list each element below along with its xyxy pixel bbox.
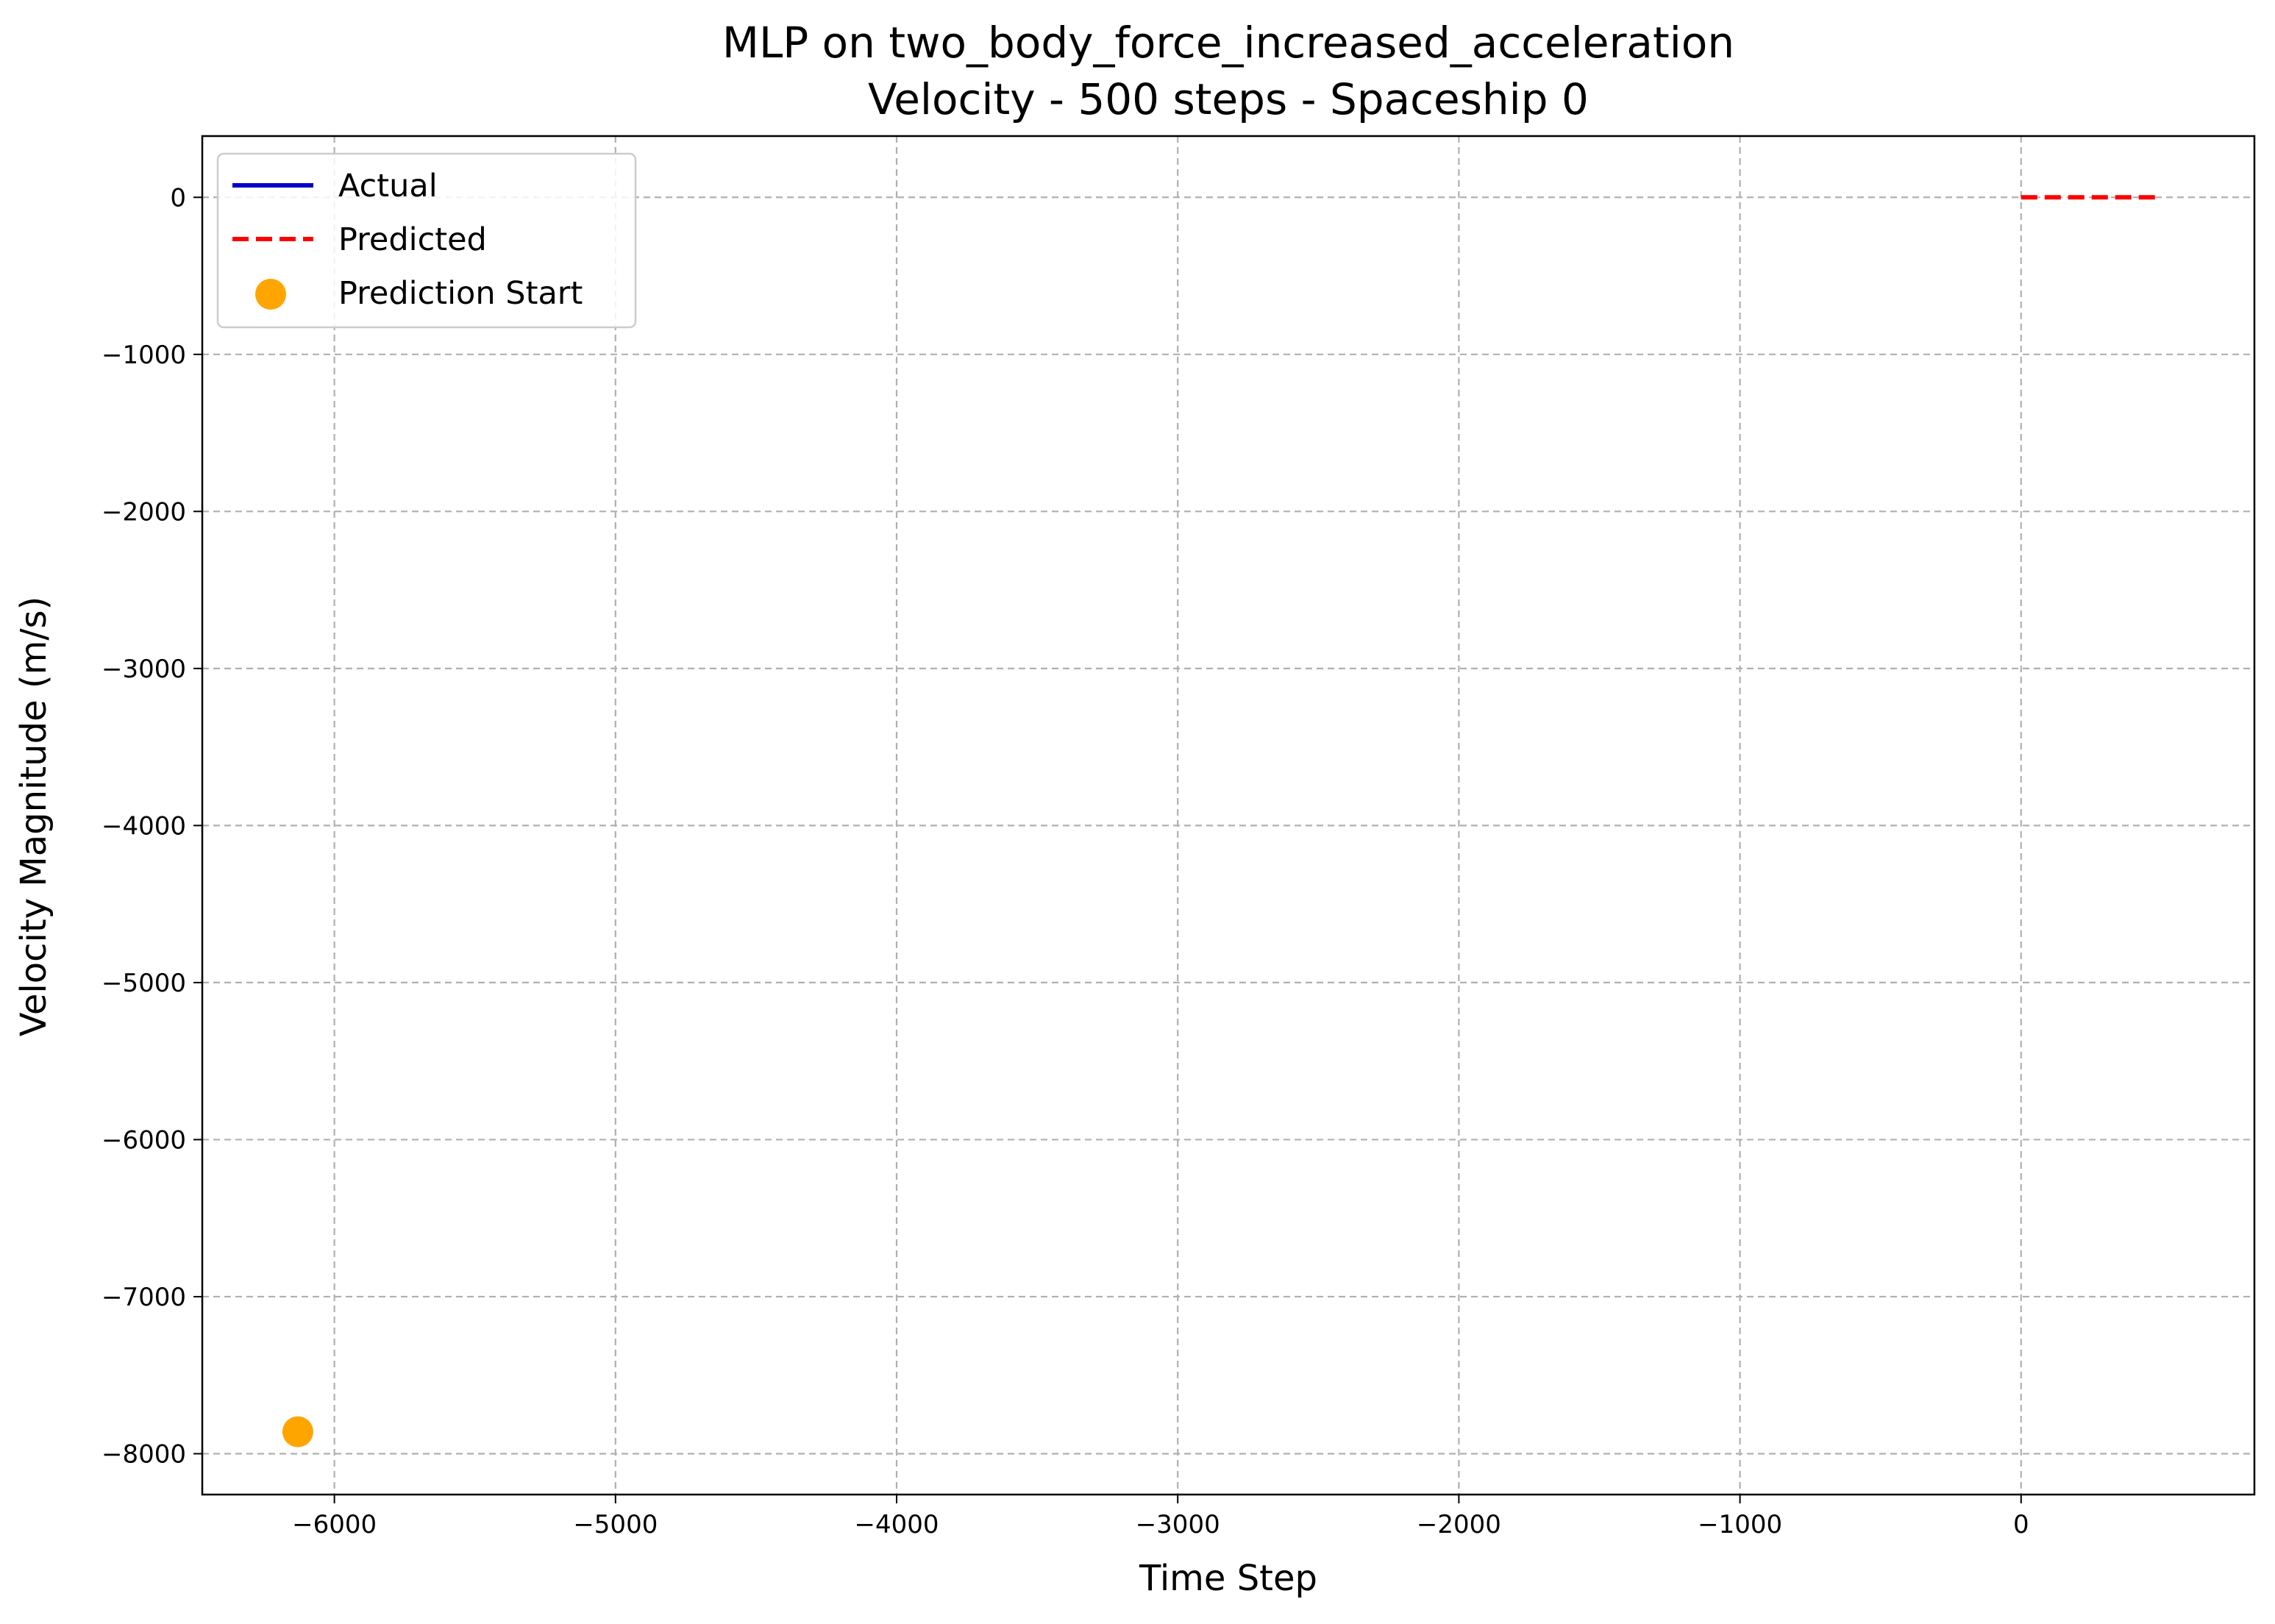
legend-label-predicted: Predicted [338,221,487,258]
x-tick-label: −4000 [855,1510,939,1539]
data-point-prediction-start [282,1416,313,1447]
grid [202,136,2254,1495]
x-tick-label: −2000 [1417,1510,1501,1539]
x-tick-label: 0 [2013,1510,2029,1539]
legend-frame [216,152,637,329]
legend-label-prediction-start: Prediction Start [338,275,583,312]
ticks: −6000 −5000 −4000 −3000 −2000 −1000 0 0 −1000 −20… [102,183,2029,1539]
x-tick-label: −6000 [292,1510,377,1539]
y-tick-label: −2000 [102,497,186,527]
y-axis-label: Velocity Magnitude (m/s) [13,596,54,1037]
y-tick-label: −3000 [102,655,186,684]
plot-series [282,195,2162,1447]
x-tick-label: −5000 [573,1510,658,1539]
legend-label-actual: Actual [338,168,438,204]
legend: Actual Predicted Prediction Start [216,152,637,329]
y-tick-label: −4000 [102,811,186,841]
x-tick-label: −1000 [1698,1510,1782,1539]
chart-title: MLP on two_body_force_increased_accelera… [722,18,1734,68]
x-axis-label: Time Step [1139,1558,1317,1599]
y-tick-label: −7000 [102,1283,186,1312]
chart-subtitle: Velocity - 500 steps - Spaceship 0 [868,74,1589,124]
x-tick-label: −3000 [1136,1510,1220,1539]
axes-frame [201,135,2256,1496]
y-tick-label: −8000 [102,1439,186,1469]
y-tick-label: 0 [170,183,186,213]
y-tick-label: −6000 [102,1125,186,1155]
legend-prediction-start-marker [255,279,286,310]
y-tick-label: −5000 [102,969,186,998]
y-tick-label: −1000 [102,341,186,370]
